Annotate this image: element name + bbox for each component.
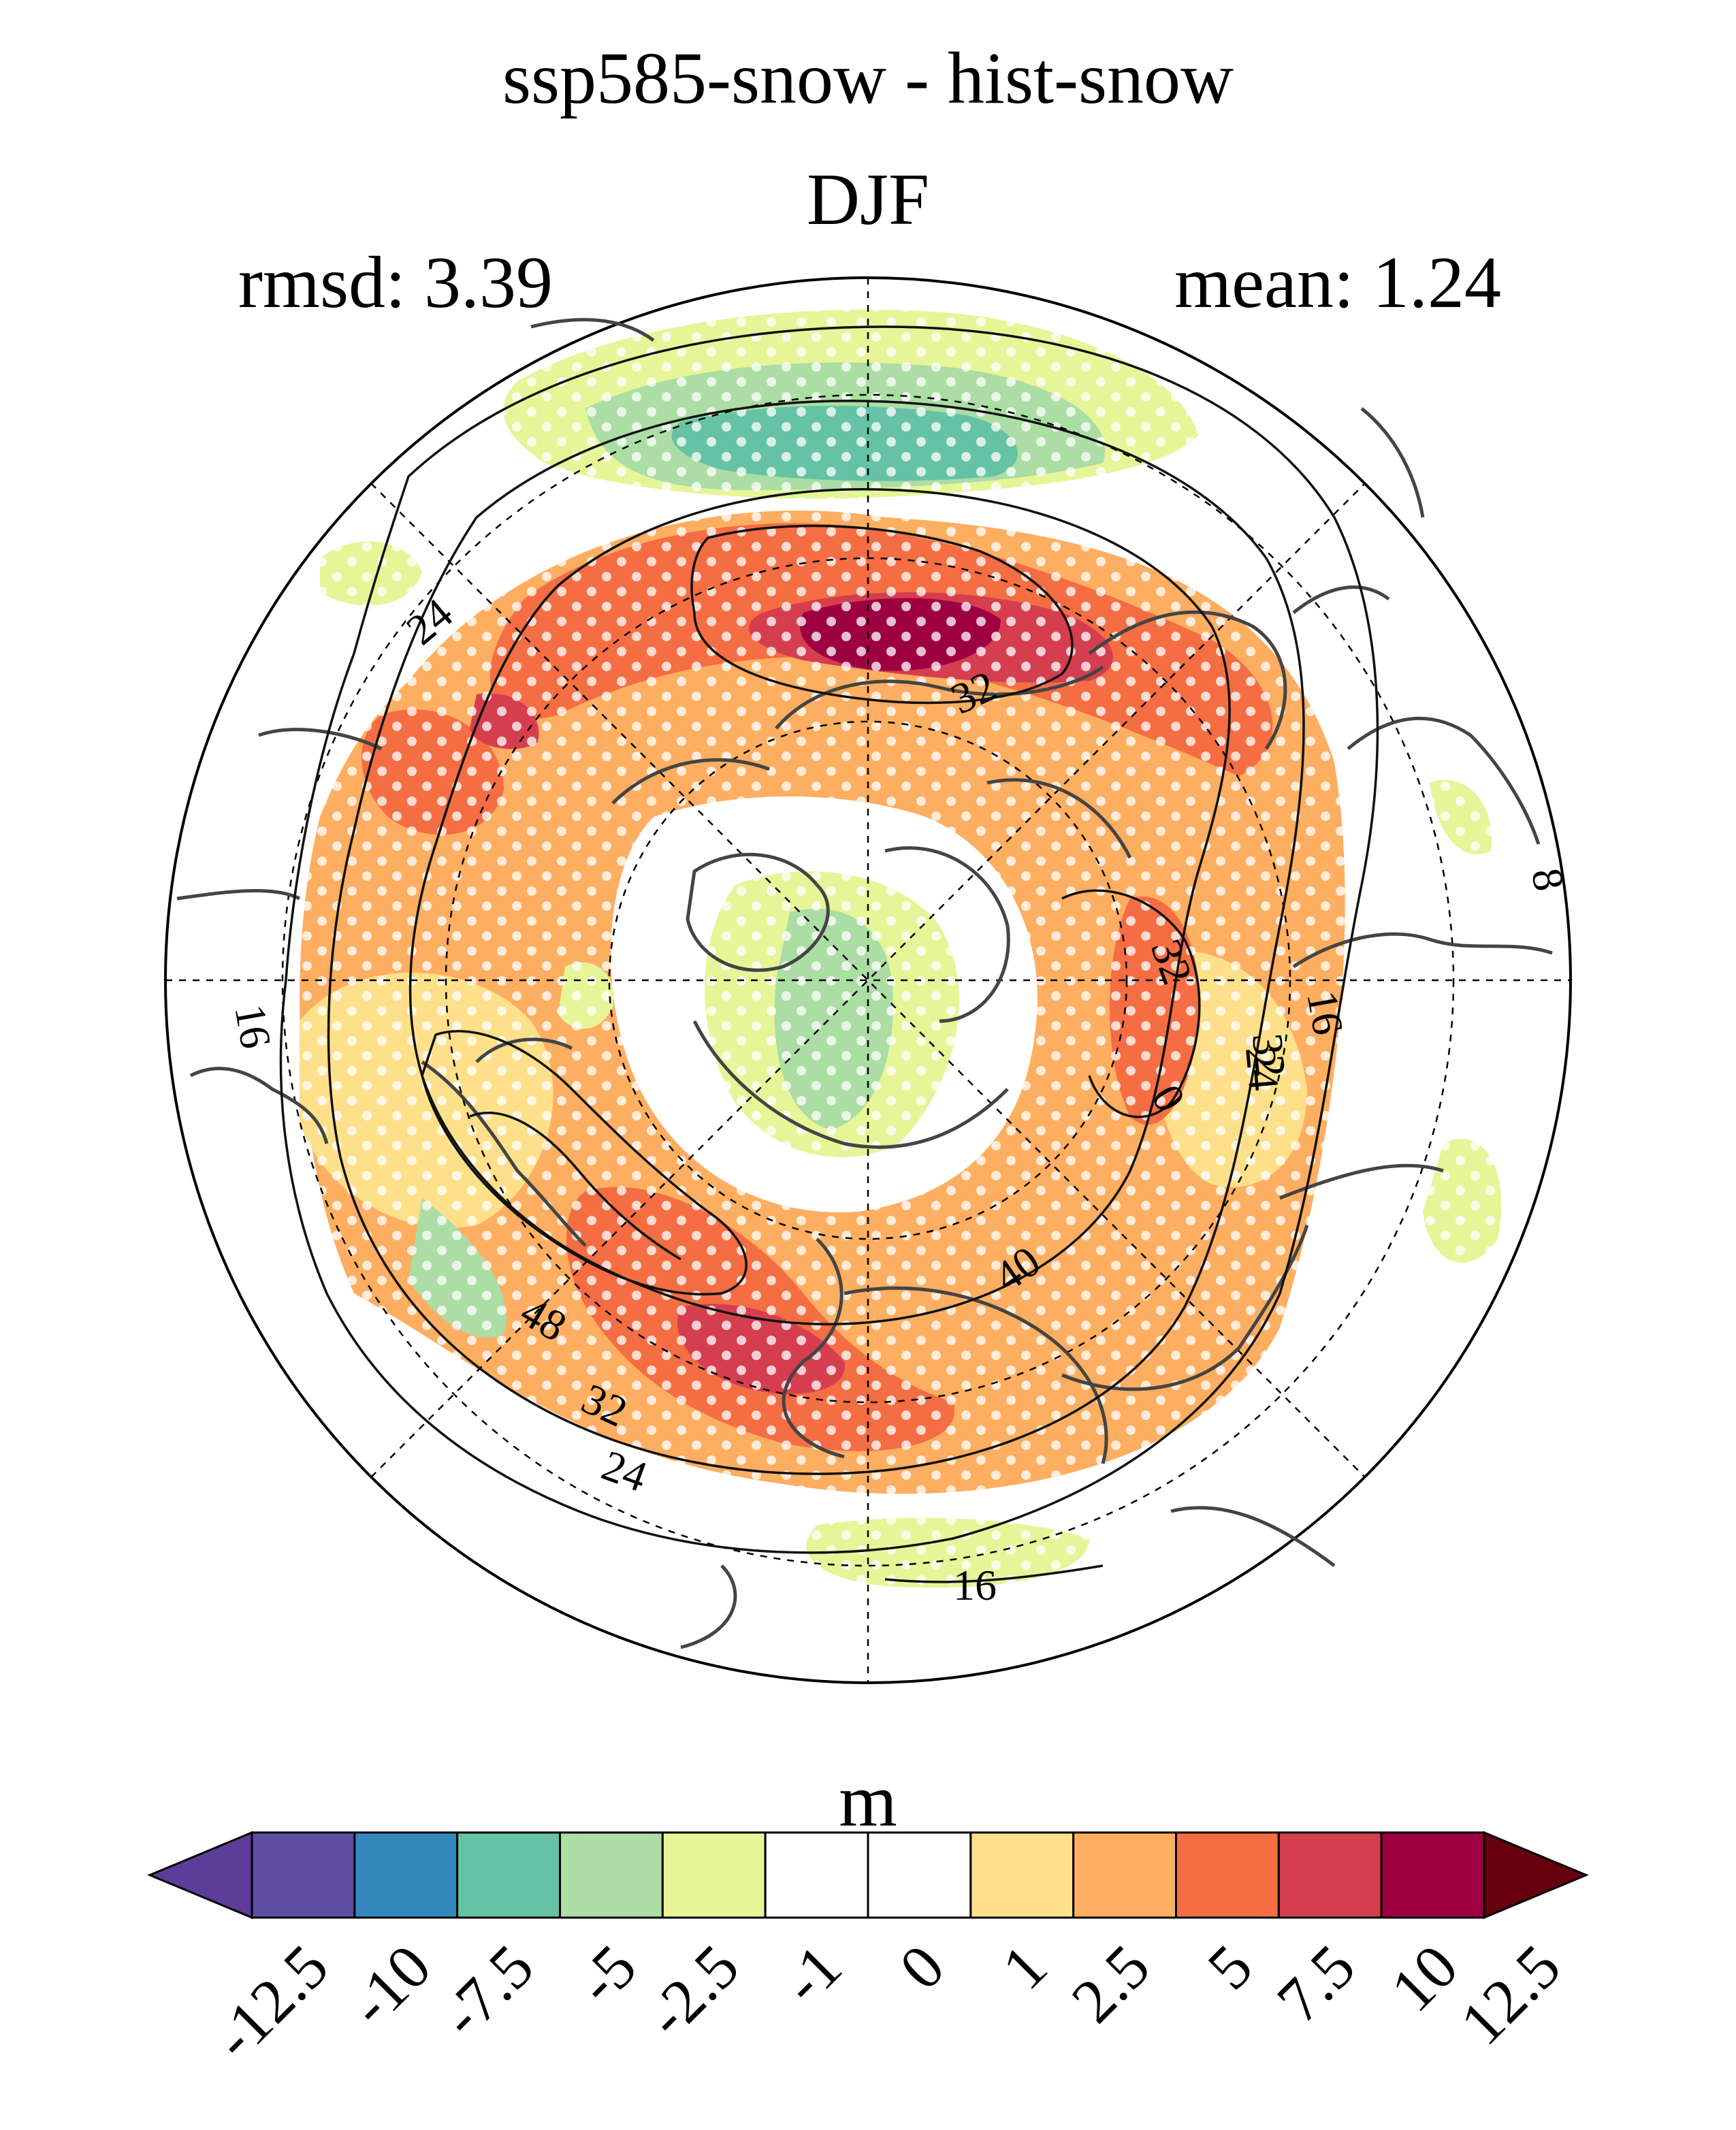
colorbar-tick-label: 0 <box>886 1931 958 2003</box>
colorbar-tick-label: 12.5 <box>1447 1931 1573 2058</box>
contour-label: 16 <box>1298 987 1353 1038</box>
contour-label: 16 <box>225 1001 280 1052</box>
colorbar-tick-label: 5 <box>1194 1931 1266 2003</box>
colorbar-tick-label: 2.5 <box>1058 1931 1162 2035</box>
colorbar-tick-label: -7.5 <box>428 1931 547 2050</box>
colorbar-box <box>661 1831 767 1919</box>
contour-label: 32 <box>1243 1031 1295 1079</box>
colorbar-box <box>1175 1831 1280 1919</box>
colorbar-box <box>764 1831 869 1919</box>
contours <box>279 325 1379 1583</box>
colorbar-tick-label: -10 <box>336 1931 444 2039</box>
season-title: DJF <box>806 159 930 240</box>
colorbar-box <box>559 1831 664 1919</box>
plot-title: ssp585-snow - hist-snow <box>502 38 1234 119</box>
rmsd-label: rmsd: 3.39 <box>238 242 553 323</box>
polar-map: 24 32 32 8 16 32 24 0 16 40 48 32 24 16 <box>164 276 1574 1684</box>
colorbar-box <box>1277 1831 1383 1919</box>
colorbar-tick-label: 7.5 <box>1264 1931 1368 2035</box>
colorbar-lower-arrow <box>147 1830 253 1920</box>
colorbar-box <box>456 1831 562 1919</box>
colorbar-box <box>251 1831 356 1919</box>
colorbar-box <box>1380 1831 1485 1919</box>
colorbar-box <box>867 1831 972 1919</box>
colorbar-upper-arrow <box>1483 1830 1589 1920</box>
colorbar-box <box>1072 1831 1177 1919</box>
coastlines <box>176 318 1553 1649</box>
contour-label: 16 <box>953 1561 997 1609</box>
colorbar-tick-label: -12.5 <box>200 1931 342 2073</box>
colorbar-units: m <box>839 1759 897 1842</box>
colorbar-tick-label: -1 <box>769 1931 854 2017</box>
colorbar-box <box>969 1831 1075 1919</box>
colorbar-box <box>353 1831 459 1919</box>
graticule <box>165 278 1571 1683</box>
contour-label: 24 <box>1236 1045 1288 1093</box>
colorbar-tick-label: -2.5 <box>632 1931 752 2050</box>
mean-label: mean: 1.24 <box>1174 242 1501 323</box>
colorbar-tick-label: 1 <box>988 1931 1060 2003</box>
